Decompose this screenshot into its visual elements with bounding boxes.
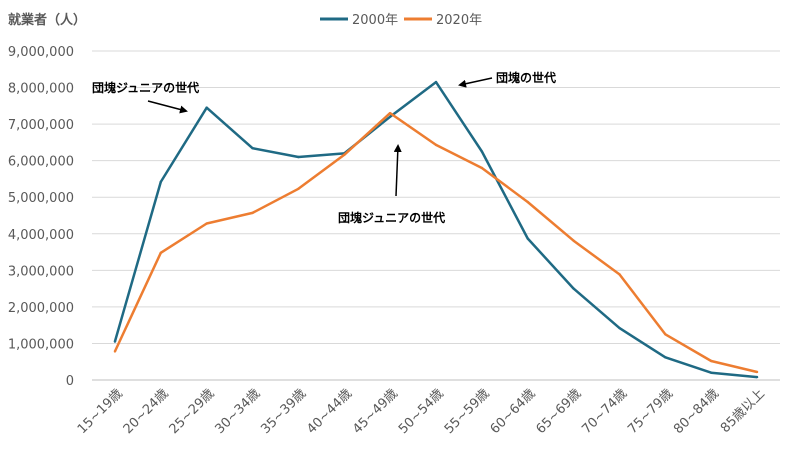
series-line-1: [113, 111, 758, 374]
y-axis-label: 就業者（人）: [8, 12, 86, 28]
legend: 2000年 2020年: [320, 13, 482, 28]
x-tick-label: 75~79歳: [625, 386, 676, 437]
data-point: [710, 359, 713, 363]
data-point: [572, 287, 575, 290]
annotation-arrow: [393, 144, 402, 197]
data-point: [526, 200, 529, 204]
legend-label-2000: 2000年: [352, 13, 398, 28]
y-axis-ticks: 0 1,000,000 2,000,000 3,000,000 4,000,000 5,0…: [8, 45, 74, 389]
data-point: [297, 187, 300, 191]
data-point: [434, 80, 438, 84]
data-point: [664, 333, 667, 336]
data-point: [297, 155, 300, 159]
annotation-dankai: 団塊の世代: [458, 70, 556, 88]
data-point: [388, 115, 392, 119]
annotation-dankai-junior-2020: 団塊ジュニアの世代: [338, 144, 445, 225]
y-tick-label: 1,000,000: [8, 337, 74, 352]
y-tick-label: 6,000,000: [8, 155, 74, 170]
annotation-arrow: [458, 77, 493, 88]
data-point: [434, 143, 438, 147]
data-point: [159, 180, 162, 184]
x-tick-label: 20~24歳: [121, 386, 172, 437]
data-point: [113, 350, 117, 353]
data-point: [572, 239, 575, 242]
x-axis-ticks: 15~19歳20~24歳25~29歳30~34歳35~39歳40~44歳45~4…: [75, 386, 768, 437]
x-tick-label: 70~74歳: [579, 386, 630, 437]
y-tick-label: 3,000,000: [8, 264, 74, 279]
annotation-label: 団塊ジュニアの世代: [338, 210, 445, 225]
gridlines: [92, 50, 780, 344]
x-tick-label: 25~29歳: [167, 386, 218, 437]
y-tick-label: 2,000,000: [8, 301, 74, 316]
data-point: [388, 111, 392, 115]
data-point: [159, 251, 162, 254]
legend-label-2020: 2020年: [436, 13, 482, 28]
y-tick-label: 4,000,000: [8, 228, 74, 243]
x-tick-label: 60~64歳: [488, 386, 539, 437]
data-point: [205, 222, 208, 225]
data-point: [755, 370, 759, 374]
data-point: [343, 153, 346, 157]
y-tick-label: 5,000,000: [8, 191, 74, 206]
data-point: [526, 237, 529, 240]
x-tick-label: 15~19歳: [75, 386, 126, 437]
data-point: [755, 375, 759, 379]
x-tick-label: 80~84歳: [671, 386, 722, 437]
annotation-arrow: [147, 100, 188, 114]
data-point: [251, 147, 254, 150]
data-point: [664, 356, 667, 359]
x-tick-label: 55~59歳: [442, 386, 493, 437]
data-point: [480, 150, 484, 153]
x-tick-label: 35~39歳: [258, 386, 309, 437]
series-group: [113, 80, 759, 379]
data-point: [618, 273, 621, 276]
data-point: [113, 340, 117, 343]
series-line-0: [113, 80, 758, 379]
y-tick-label: 8,000,000: [8, 82, 74, 97]
data-point: [251, 211, 254, 215]
data-point: [480, 166, 484, 170]
y-tick-label: 0: [66, 374, 74, 389]
annotation-label: 団塊の世代: [496, 70, 556, 85]
annotation-dankai-junior-2000: 団塊ジュニアの世代: [92, 80, 199, 114]
data-point: [710, 371, 713, 374]
x-tick-label: 65~69歳: [534, 386, 585, 437]
y-tick-label: 7,000,000: [8, 118, 74, 133]
annotation-label: 団塊ジュニアの世代: [92, 80, 199, 95]
x-tick-label: 30~34歳: [212, 386, 263, 437]
x-tick-label: 45~49歳: [350, 386, 401, 437]
y-tick-label: 9,000,000: [8, 45, 74, 60]
x-tick-label: 50~54歳: [396, 386, 447, 437]
data-point: [205, 106, 208, 109]
x-tick-label: 85歳以上: [718, 386, 768, 436]
data-point: [618, 326, 621, 330]
x-tick-label: 40~44歳: [304, 386, 355, 437]
